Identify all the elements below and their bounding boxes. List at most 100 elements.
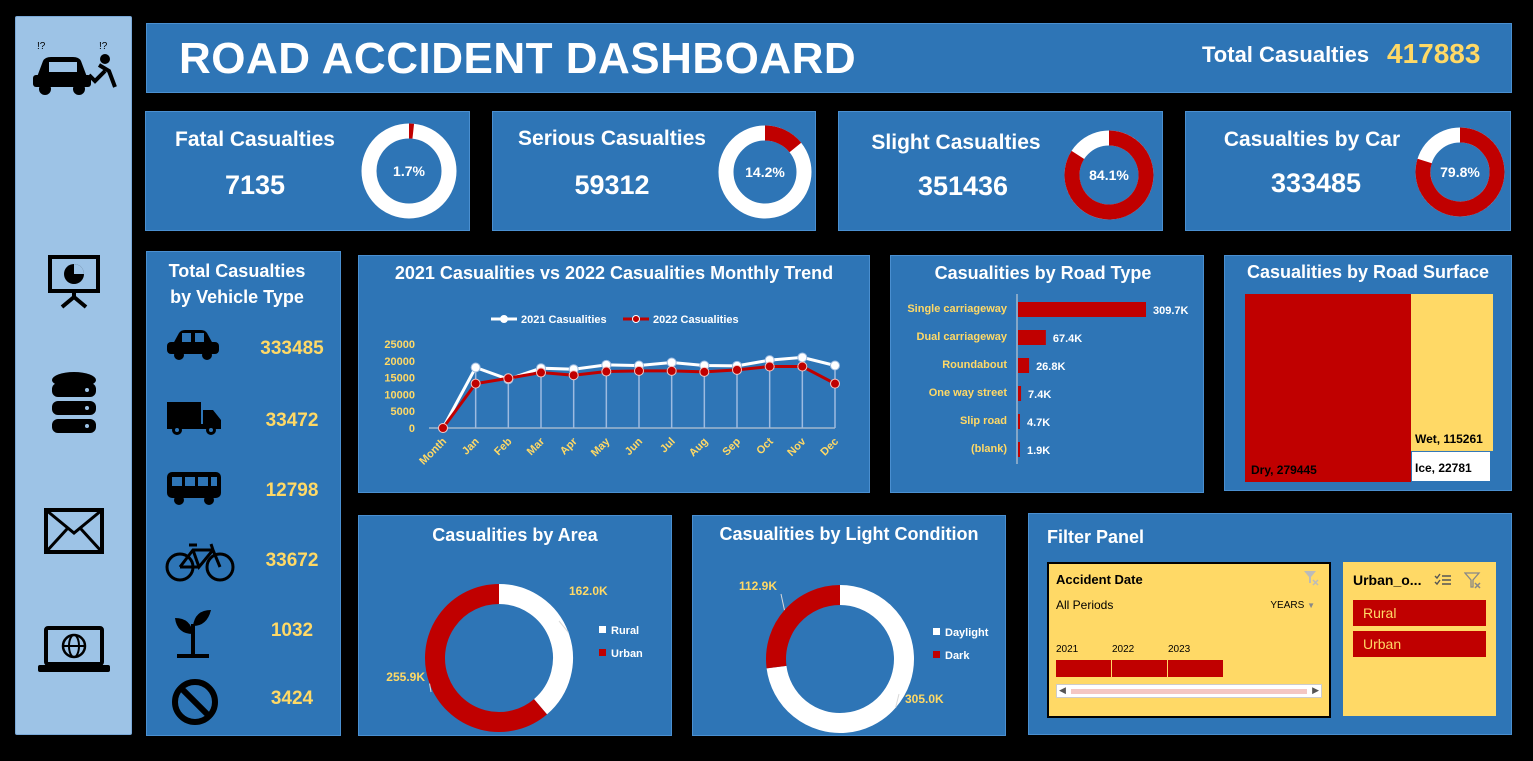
ring-fill — [764, 125, 802, 153]
vehicle-type-panel: Total Casualties by Vehicle Type 333485 … — [146, 251, 341, 736]
multi-select-icon[interactable] — [1434, 573, 1452, 587]
light-condition-panel: Casualities by Light Condition 305.0K 112… — [692, 515, 1006, 736]
year-label-2023: 2023 — [1168, 644, 1191, 655]
mail-icon[interactable] — [43, 507, 105, 555]
bar — [1018, 302, 1146, 317]
data-point — [797, 352, 808, 363]
slicer-item-urban[interactable]: Urban — [1353, 631, 1486, 657]
ring-fill — [1415, 127, 1505, 217]
kpi-label: Fatal Casualties — [175, 128, 335, 151]
timeline-bar[interactable] — [1112, 660, 1167, 677]
presentation-chart-icon[interactable] — [46, 253, 102, 309]
x-tick-label: Feb — [492, 435, 515, 458]
filter-panel-title: Filter Panel — [1047, 527, 1145, 547]
category-label: Roundabout — [942, 359, 1007, 371]
kpi-donut: 84.1% — [1064, 130, 1154, 220]
data-label: 309.7K — [1153, 305, 1189, 317]
bar — [1018, 330, 1046, 345]
x-tick-label: Oct — [754, 435, 776, 457]
x-tick-label: Mar — [525, 435, 548, 458]
data-label: 162.0K — [569, 584, 608, 598]
timeline-bar[interactable] — [1056, 660, 1111, 677]
area-donut-chart: 162.0K 255.9K Rural Urban — [386, 584, 643, 732]
slicer-item-rural[interactable]: Rural — [1353, 600, 1486, 626]
treemap-label: Wet, 115261 — [1415, 432, 1483, 446]
data-point — [830, 360, 840, 371]
kpi-label: Casualties by Car — [1223, 128, 1401, 151]
data-point — [830, 378, 840, 389]
kpi-donut: 79.8% — [1415, 127, 1505, 217]
clear-filter-icon[interactable] — [1303, 570, 1319, 586]
legend-swatch — [599, 626, 606, 633]
data-point — [732, 364, 742, 375]
legend-label: 2021 Casualities — [521, 314, 607, 326]
category-label: Single carriageway — [907, 303, 1008, 315]
y-tick-label: 20000 — [384, 356, 415, 368]
legend-label: Urban — [611, 648, 643, 660]
road-surface-panel: Casualities by Road Surface Dry, 279445 W… — [1224, 255, 1512, 491]
kpi-card-car: Casualties by Car 333485 79.8% — [1185, 111, 1511, 231]
laptop-globe-icon[interactable] — [36, 625, 112, 675]
data-point — [536, 367, 546, 378]
svg-text:!?: !? — [37, 41, 46, 52]
treemap-cell-ice — [1411, 451, 1490, 481]
ring-pct-label: 1.7% — [393, 163, 425, 179]
data-label: 305.0K — [905, 692, 944, 706]
kpi-donut: 1.7% — [361, 123, 457, 219]
data-point — [568, 370, 579, 381]
data-point — [601, 366, 612, 377]
date-slicer-title: Accident Date — [1056, 572, 1143, 587]
x-tick-label: Nov — [785, 435, 809, 459]
chart-title: Casualities by Light Condition — [719, 524, 979, 544]
filter-panel: Filter Panel Accident Date All Periods Y… — [1028, 513, 1512, 735]
area-slicer[interactable]: Urban_o... Rural Urban — [1343, 562, 1496, 716]
data-point — [699, 366, 710, 377]
y-tick-label: 0 — [409, 423, 415, 435]
y-tick-label: 5000 — [391, 406, 415, 418]
data-label: 1.9K — [1027, 445, 1050, 457]
bar — [1018, 386, 1022, 401]
kpi-card-fatal: Fatal Casualties 7135 1.7% — [145, 111, 470, 231]
clear-filter-icon[interactable] — [1464, 572, 1482, 589]
road-type-panel: Casualities by Road Type Single carriage… — [890, 255, 1204, 493]
x-tick-label: May — [589, 435, 613, 459]
scroll-left-icon[interactable]: ◀ — [1059, 685, 1066, 695]
area-panel: Casualities by Area 162.0K 255.9K Rural Urb… — [358, 515, 672, 736]
bar — [1018, 358, 1030, 373]
vehicle-row-bus: 12798 — [147, 468, 340, 518]
kpi-value: 7135 — [224, 170, 286, 200]
x-tick-label: Jul — [658, 436, 678, 456]
donut-slice — [766, 585, 841, 669]
road-surface-treemap: Dry, 279445 Wet, 115261 Ice, 22781 — [1245, 294, 1493, 482]
x-tick-label: Jan — [460, 435, 482, 457]
database-icon[interactable] — [49, 371, 99, 435]
donut-slice — [766, 585, 914, 733]
legend-label: Rural — [611, 625, 639, 637]
accident-icon[interactable]: !?!? — [29, 37, 119, 99]
category-label: (blank) — [971, 443, 1007, 455]
time-level-dropdown[interactable]: YEARS ▼ — [1270, 600, 1315, 611]
ring-pct-label: 14.2% — [745, 164, 785, 180]
x-tick-label: Aug — [687, 436, 711, 460]
vehicle-panel-title: Total Casualties by Vehicle Type — [147, 258, 327, 310]
monthly-trend-panel: 2021 Casualities vs 2022 Casualities Mon… — [358, 255, 870, 493]
chart-title: 2021 Casualities vs 2022 Casualities Mon… — [394, 263, 834, 283]
scroll-right-icon[interactable]: ▶ — [1312, 685, 1319, 695]
vehicle-row-other: 1032 — [147, 604, 340, 658]
vehicle-title-line2: by Vehicle Type — [170, 287, 304, 307]
legend-swatch — [933, 628, 940, 635]
sidebar: !?!? — [15, 16, 132, 735]
treemap-label: Ice, 22781 — [1415, 461, 1472, 475]
category-label: Dual carriageway — [917, 331, 1008, 343]
scrollbar-thumb[interactable] — [1071, 689, 1307, 694]
chevron-down-icon: ▼ — [1307, 601, 1315, 610]
total-casualties-label: Total Casualties — [1202, 42, 1370, 67]
timeline-scrollbar[interactable]: ◀ ▶ — [1056, 684, 1322, 698]
vehicle-row-car: 333485 — [147, 326, 340, 376]
timeline-bar[interactable] — [1168, 660, 1223, 677]
data-point — [666, 357, 677, 368]
vehicle-value: 33472 — [265, 410, 319, 431]
vehicle-value: 1032 — [270, 620, 314, 641]
date-slicer[interactable]: Accident Date All Periods YEARS ▼ 2021 2… — [1047, 562, 1331, 718]
chart-title: Casualities by Road Surface — [1246, 262, 1490, 282]
